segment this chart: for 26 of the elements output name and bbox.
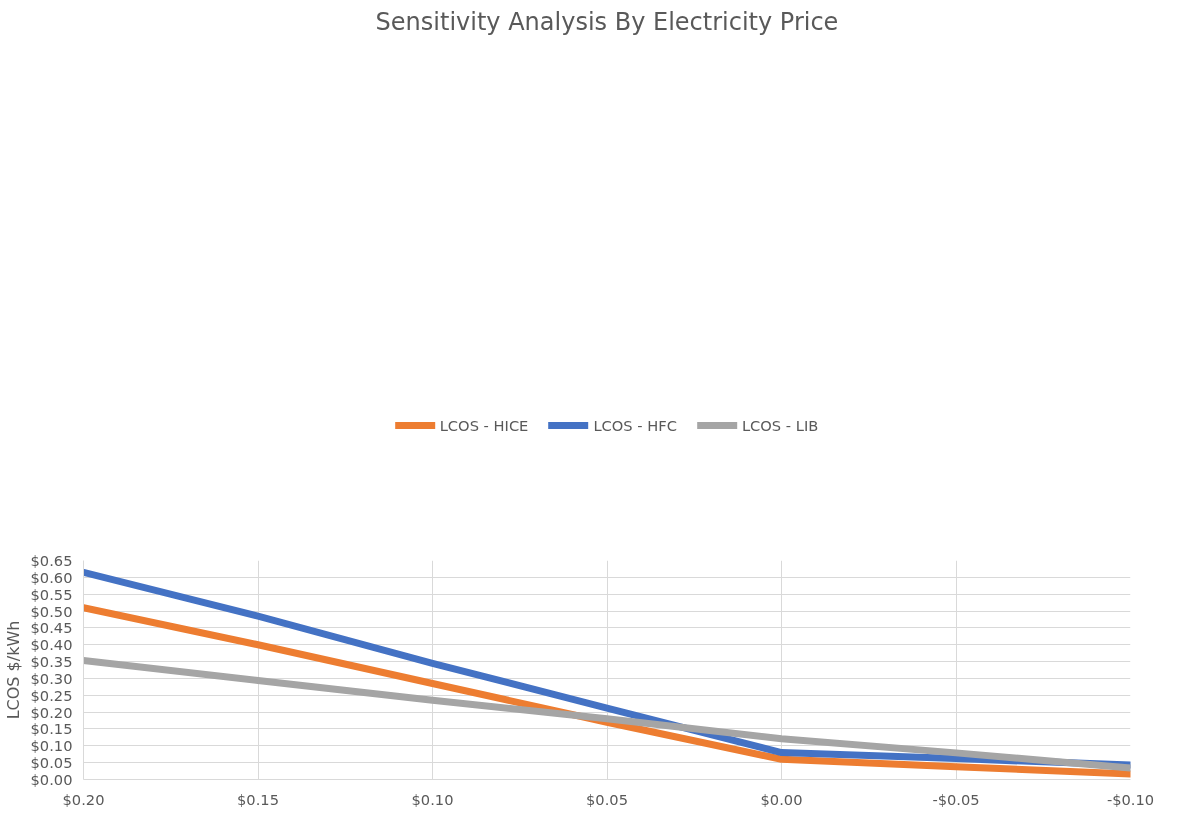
y-tick-label: $0.45 [30,619,73,637]
legend-label: LCOS - HFC [593,416,677,434]
legend-label: LCOS - HICE [439,416,529,434]
y-tick-label: $0.30 [30,669,73,687]
y-tick-label: $0.20 [30,703,73,721]
y-tick-label: $0.65 [30,552,73,569]
x-tick-label: $0.00 [760,790,803,808]
x-tick-label: $0.20 [62,790,105,808]
x-tick-label: $0.10 [411,790,454,808]
x-tick-label: -$0.05 [932,790,980,808]
y-tick-label: $0.60 [30,568,73,586]
chart-title: Sensitivity Analysis By Electricity Price [375,7,839,36]
y-tick-label: $0.50 [30,602,73,620]
x-tick-label: $0.15 [237,790,279,808]
y-tick-label: $0.35 [30,653,73,671]
x-tick-label: $0.05 [586,790,628,808]
legend-label: LCOS - LIB [741,416,819,434]
y-tick-label: $0.05 [30,754,73,772]
y-tick-label: $0.10 [30,737,73,755]
y-tick-label: $0.00 [30,771,73,788]
x-tick-label: -$0.10 [1106,790,1155,808]
y-axis-title: LCOS $/kWh [3,620,23,720]
y-tick-label: $0.15 [30,720,73,738]
y-tick-label: $0.25 [30,686,73,704]
y-tick-label: $0.40 [30,636,73,654]
y-tick-label: $0.55 [30,585,73,603]
